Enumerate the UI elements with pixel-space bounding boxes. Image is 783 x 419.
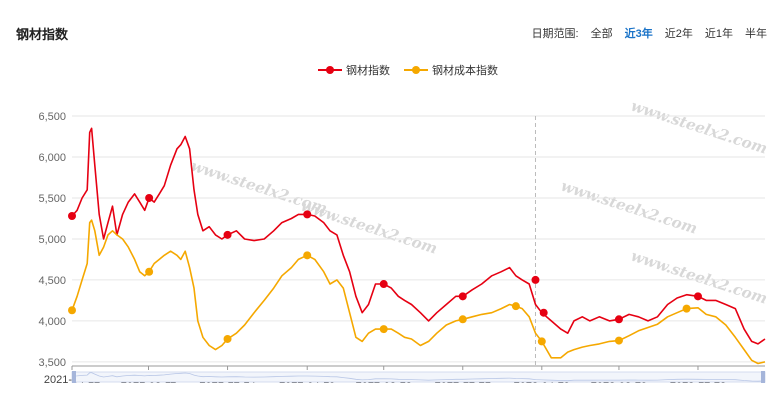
date-range-selector: 日期范围: 全部 近3年 近2年 近1年 半年 xyxy=(532,25,767,41)
zoom-slider-handle-right xyxy=(761,371,765,383)
data-point-steel-index xyxy=(68,212,76,220)
watermark-text: www.steelx2.com xyxy=(629,97,770,158)
data-point-steel-index xyxy=(614,315,623,324)
watermark-text: www.steelx2.com xyxy=(559,177,700,238)
y-tick-label: 4,500 xyxy=(38,275,66,287)
y-tick-label: 5,500 xyxy=(38,193,66,205)
data-point-steel-cost-index xyxy=(537,337,546,346)
y-tick-label: 4,000 xyxy=(38,316,66,328)
data-point-steel-cost-index xyxy=(379,325,388,334)
data-point-steel-cost-index xyxy=(145,267,154,276)
data-point-steel-index xyxy=(223,230,232,239)
data-point-steel-index xyxy=(303,210,312,219)
data-point-steel-cost-index xyxy=(614,336,623,345)
y-tick-label: 6,000 xyxy=(38,152,66,164)
zoom-slider-handle-left xyxy=(72,371,76,383)
range-option-2y[interactable]: 近2年 xyxy=(664,28,693,40)
legend-marker-icon xyxy=(412,66,420,74)
data-point-steel-index xyxy=(458,292,467,301)
data-point-steel-index xyxy=(145,193,154,202)
data-point-steel-cost-index xyxy=(303,251,312,260)
data-point-steel-cost-index xyxy=(223,334,232,343)
range-option-1y[interactable]: 近1年 xyxy=(704,28,733,40)
legend-label: 钢材成本指数 xyxy=(432,63,498,77)
data-point-steel-cost-index xyxy=(458,315,467,324)
zoom-slider-preview-line xyxy=(71,372,766,382)
data-point-steel-cost-index xyxy=(682,304,691,313)
range-option-all[interactable]: 全部 xyxy=(590,28,613,40)
legend-label: 钢材指数 xyxy=(346,63,390,77)
data-point-steel-index xyxy=(379,280,388,289)
data-point-steel-index xyxy=(539,308,548,317)
data-point-steel-index xyxy=(693,292,702,301)
range-option-half-year[interactable]: 半年 xyxy=(745,28,767,40)
y-tick-label: 3,500 xyxy=(38,357,66,369)
data-point-steel-cost-index xyxy=(68,306,76,315)
watermark-text: www.steelx2.com xyxy=(299,197,440,258)
range-option-3y[interactable]: 近3年 xyxy=(624,28,653,40)
date-range-label: 日期范围: xyxy=(531,28,579,40)
data-point-steel-index xyxy=(531,275,540,284)
data-point-steel-cost-index xyxy=(511,302,520,311)
y-tick-label: 5,000 xyxy=(38,234,66,246)
y-tick-label: 6,500 xyxy=(38,111,66,123)
chart-title: 钢材指数 xyxy=(16,27,69,42)
legend-marker-icon xyxy=(326,66,334,74)
